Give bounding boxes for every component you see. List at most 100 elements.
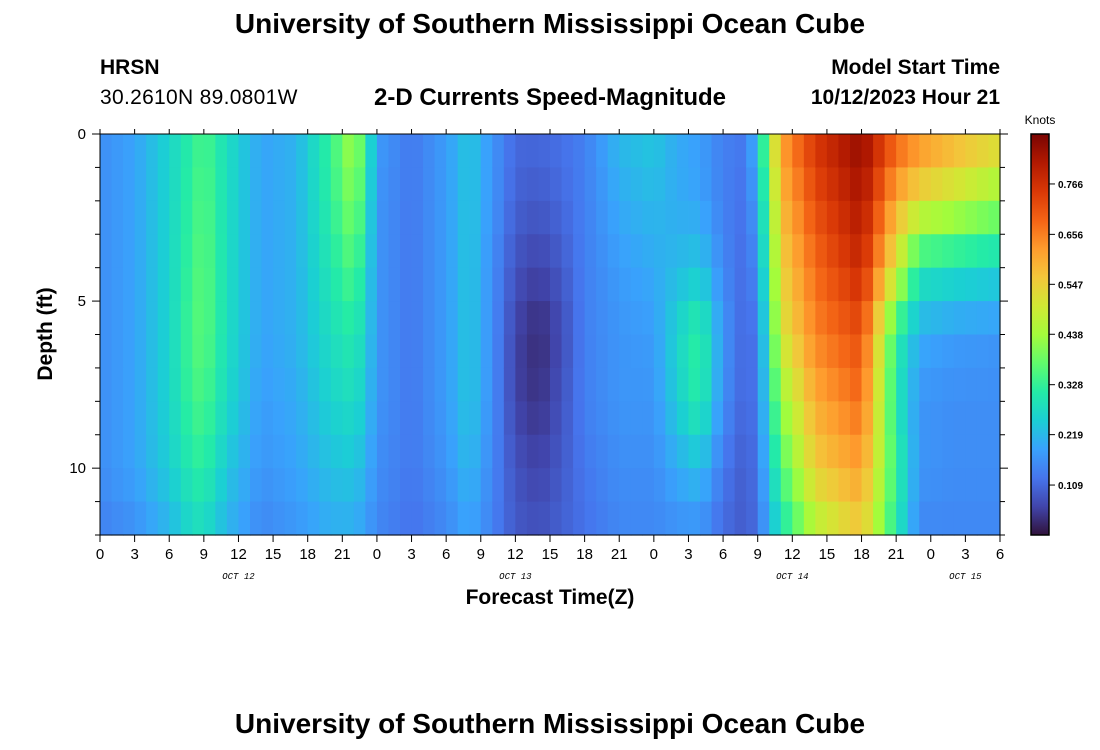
heatmap-cell [134, 167, 147, 202]
heatmap-cell [296, 434, 309, 469]
heatmap-cell [134, 434, 147, 469]
heatmap-cell [226, 200, 240, 235]
x-tick-label: 21 [611, 546, 628, 563]
heatmap-cell [861, 367, 874, 402]
heatmap-cell [607, 434, 620, 469]
heatmap-cell [319, 234, 332, 269]
heatmap-cell [330, 267, 343, 302]
heatmap-cell [988, 267, 1001, 302]
heatmap-cell [203, 434, 216, 469]
heatmap-cell [434, 401, 447, 436]
heatmap-cell [365, 167, 378, 202]
heatmap-cell [503, 167, 516, 202]
heatmap-cell [561, 501, 574, 536]
station-id: HRSN [100, 56, 160, 79]
heatmap-cell [838, 134, 851, 169]
heatmap-cell [480, 468, 493, 503]
heatmap-cell [203, 401, 216, 436]
heatmap-cell [457, 134, 470, 169]
heatmap-cell [342, 267, 355, 302]
heatmap-cell [169, 200, 182, 235]
heatmap-cell [619, 434, 632, 469]
heatmap-cell [100, 334, 113, 369]
heatmap-cell [803, 167, 816, 202]
chart-title: University of Southern Mississippi Ocean… [234, 8, 866, 39]
heatmap-cell [723, 434, 736, 469]
heatmap-cell [953, 134, 966, 169]
heatmap-cell [400, 301, 413, 336]
heatmap-cell [676, 234, 690, 269]
heatmap-cell [238, 501, 251, 536]
heatmap-cell [665, 234, 678, 269]
heatmap-cell [376, 134, 390, 169]
heatmap-cell [111, 167, 124, 202]
heatmap-cell [607, 200, 620, 235]
heatmap-cell [953, 301, 966, 336]
heatmap-cell [319, 401, 332, 436]
heatmap-cell [723, 501, 736, 536]
heatmap-cell [330, 434, 343, 469]
heatmap-cell [561, 167, 574, 202]
heatmap-cell [642, 434, 655, 469]
heatmap-cell [203, 234, 216, 269]
heatmap-cell [884, 434, 897, 469]
heatmap-cell [769, 234, 782, 269]
heatmap-cell [261, 334, 274, 369]
heatmap-cell [261, 134, 274, 169]
heatmap-cell [319, 200, 332, 235]
heatmap-cell [676, 334, 690, 369]
heatmap-cell [180, 301, 193, 336]
y-tick-label: 5 [78, 293, 86, 310]
colorbar-scale [1030, 133, 1050, 536]
heatmap-cell [296, 200, 309, 235]
heatmap-cell [630, 234, 643, 269]
heatmap-cell [469, 234, 482, 269]
heatmap-cell [480, 134, 493, 169]
heatmap-cell [446, 267, 459, 302]
heatmap-cell [976, 234, 990, 269]
heatmap-cell [896, 367, 909, 402]
heatmap-cell [861, 200, 874, 235]
heatmap-cell [411, 267, 424, 302]
heatmap-cell [330, 200, 343, 235]
heatmap-cell [100, 267, 113, 302]
heatmap-cell [515, 334, 528, 369]
heatmap-cell [930, 501, 943, 536]
heatmap-cell [896, 501, 909, 536]
heatmap-cell [630, 468, 643, 503]
heatmap-cell [700, 200, 713, 235]
heatmap-cell [584, 167, 597, 202]
heatmap-cell [434, 501, 447, 536]
heatmap-cell [676, 468, 690, 503]
heatmap-cell [953, 267, 966, 302]
heatmap-cell [480, 234, 493, 269]
heatmap-cell [296, 334, 309, 369]
heatmap-cell [388, 134, 401, 169]
heatmap-cell [711, 301, 724, 336]
heatmap-cell [503, 401, 516, 436]
heatmap-cell [942, 267, 955, 302]
heatmap-cell [757, 434, 770, 469]
heatmap-cell [250, 434, 263, 469]
heatmap-cell [803, 334, 816, 369]
heatmap-cell [180, 200, 193, 235]
heatmap-cell [965, 234, 978, 269]
heatmap-cell [250, 167, 263, 202]
heatmap-cell [411, 301, 424, 336]
heatmap-cell [169, 267, 182, 302]
heatmap-cell [457, 234, 470, 269]
x-tick-label: 9 [200, 546, 208, 563]
heatmap-cell [400, 234, 413, 269]
heatmap-cell [134, 501, 147, 536]
heatmap-cell [192, 501, 205, 536]
heatmap-cell [665, 167, 678, 202]
heatmap-cell [261, 367, 274, 402]
heatmap-cell [780, 468, 793, 503]
heatmap-cell [965, 367, 978, 402]
heatmap-cell [330, 167, 343, 202]
x-tick-label: 21 [334, 546, 351, 563]
heatmap-cell [330, 501, 343, 536]
heatmap-cell [469, 501, 482, 536]
x-day-label: OCT 12 [222, 572, 255, 582]
heatmap-cell [273, 468, 286, 503]
